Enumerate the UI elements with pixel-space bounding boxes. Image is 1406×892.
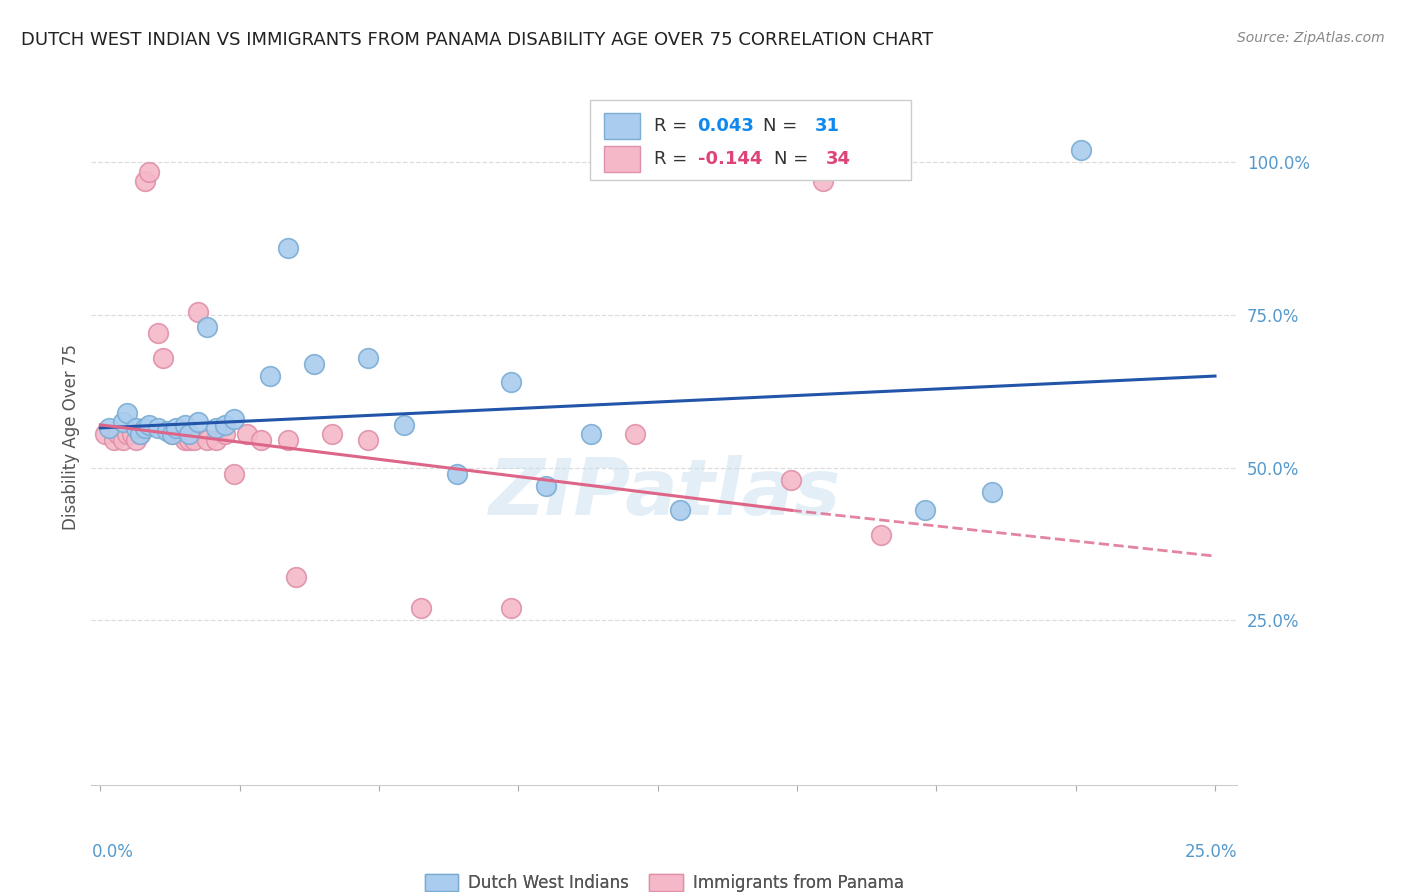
Point <box>259 369 281 384</box>
Point <box>914 503 936 517</box>
Point <box>148 421 170 435</box>
Point <box>285 570 308 584</box>
Text: DUTCH WEST INDIAN VS IMMIGRANTS FROM PANAMA DISABILITY AGE OVER 75 CORRELATION C: DUTCH WEST INDIAN VS IMMIGRANTS FROM PAN… <box>21 31 934 49</box>
Point <box>669 503 692 517</box>
Text: 34: 34 <box>825 150 851 168</box>
Point <box>138 417 160 432</box>
Point <box>250 433 273 447</box>
Point <box>111 415 134 429</box>
Point <box>165 421 187 435</box>
Point <box>129 427 152 442</box>
Point <box>981 485 1004 500</box>
Point <box>125 421 148 435</box>
Point <box>534 479 557 493</box>
Point <box>236 427 259 442</box>
Point <box>811 174 834 188</box>
Point <box>214 427 236 442</box>
Point <box>446 467 468 481</box>
Point <box>277 241 299 255</box>
Point <box>169 427 191 442</box>
Point <box>411 601 433 615</box>
Point <box>134 174 156 188</box>
Point <box>125 433 148 447</box>
Point <box>214 417 236 432</box>
Point <box>499 375 522 389</box>
Text: 25.0%: 25.0% <box>1185 843 1237 861</box>
Point <box>121 427 143 442</box>
Point <box>357 351 380 365</box>
Point <box>321 427 343 442</box>
Point <box>183 433 205 447</box>
Point <box>115 427 138 442</box>
Point <box>138 164 160 178</box>
FancyBboxPatch shape <box>591 100 911 179</box>
Point <box>174 433 197 447</box>
Text: N =: N = <box>763 117 803 135</box>
Point <box>277 433 299 447</box>
Text: N =: N = <box>775 150 814 168</box>
Point <box>357 433 380 447</box>
Text: 31: 31 <box>814 117 839 135</box>
Point <box>174 417 197 432</box>
Point <box>94 427 117 442</box>
Point <box>98 421 121 435</box>
Point <box>179 427 201 442</box>
Text: ZIPatlas: ZIPatlas <box>488 455 841 531</box>
Point <box>869 527 891 541</box>
Legend: Dutch West Indians, Immigrants from Panama: Dutch West Indians, Immigrants from Pana… <box>419 867 910 892</box>
FancyBboxPatch shape <box>603 113 640 139</box>
Text: Source: ZipAtlas.com: Source: ZipAtlas.com <box>1237 31 1385 45</box>
Text: 0.0%: 0.0% <box>91 843 134 861</box>
Point <box>187 305 209 319</box>
Point <box>148 326 170 341</box>
Point <box>780 473 803 487</box>
Point <box>115 406 138 420</box>
Point <box>134 421 156 435</box>
Text: R =: R = <box>654 150 693 168</box>
Point <box>160 427 183 442</box>
Point <box>107 427 129 442</box>
Point <box>205 421 228 435</box>
Point <box>152 351 174 365</box>
Point <box>179 433 201 447</box>
Point <box>156 424 179 438</box>
Text: -0.144: -0.144 <box>697 150 762 168</box>
Point <box>579 427 602 442</box>
Text: R =: R = <box>654 117 693 135</box>
Point <box>111 433 134 447</box>
Point <box>499 601 522 615</box>
Point <box>1070 143 1092 157</box>
Point <box>304 357 326 371</box>
Point <box>392 417 415 432</box>
FancyBboxPatch shape <box>603 145 640 172</box>
Point <box>129 427 152 442</box>
Point <box>205 433 228 447</box>
Text: 0.043: 0.043 <box>697 117 755 135</box>
Point <box>222 411 245 425</box>
Point <box>103 433 125 447</box>
Point <box>222 467 245 481</box>
Point <box>195 433 218 447</box>
Point <box>160 427 183 442</box>
Point <box>187 415 209 429</box>
Point <box>195 320 218 334</box>
Y-axis label: Disability Age Over 75: Disability Age Over 75 <box>62 344 80 530</box>
Point <box>624 427 647 442</box>
